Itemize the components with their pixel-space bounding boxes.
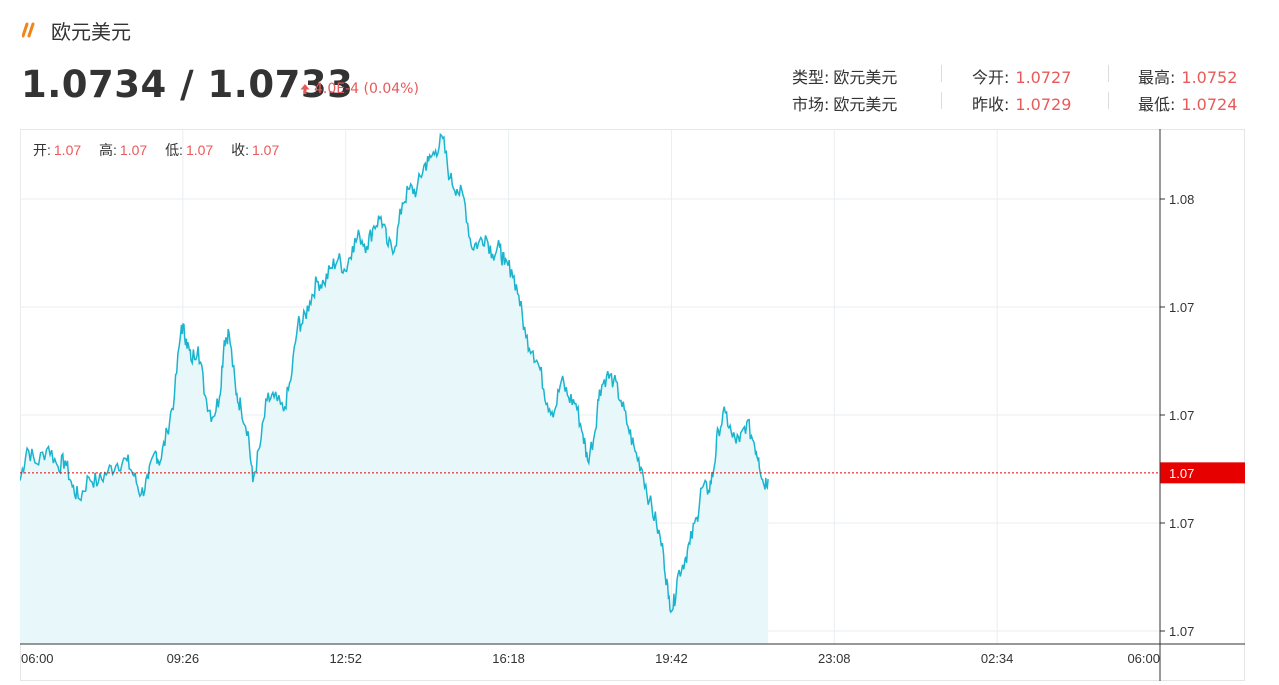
ohlc-open-label: 开: xyxy=(33,142,51,158)
stat-high-value: 1.0752 xyxy=(1181,68,1238,87)
x-tick-label: 16:18 xyxy=(492,651,525,666)
x-tick-label: 19:42 xyxy=(655,651,688,666)
x-tick-label: 12:52 xyxy=(329,651,362,666)
x-axis-ticks: 06:00 09:26 12:52 16:18 19:42 23:08 02:34 06:00 xyxy=(21,651,1160,666)
current-price-tag-label: 1.07 xyxy=(1169,466,1194,481)
bid-ask-price: 1.0734 / 1.0733 xyxy=(21,63,354,106)
stat-low: 最低: 1.0724 xyxy=(1138,91,1237,115)
stat-high: 最高: 1.0752 xyxy=(1138,64,1237,88)
stat-divider xyxy=(941,65,942,82)
stat-open: 今开: 1.0727 xyxy=(972,64,1071,88)
y-tick-label: 1.07 xyxy=(1169,300,1194,315)
ohlc-open-value: 1.07 xyxy=(54,142,81,158)
ohlc-legend: 开: 1.07 高: 1.07 低: 1.07 收: 1.07 xyxy=(33,142,279,158)
y-axis-ticks: 1.08 1.07 1.07 1.07 1.07 xyxy=(1160,192,1194,639)
y-tick-label: 1.08 xyxy=(1169,192,1194,207)
stat-prev-close: 昨收: 1.0729 xyxy=(972,91,1071,115)
stat-market: 市场: 欧元美元 xyxy=(792,91,897,115)
stat-type-value: 欧元美元 xyxy=(833,68,898,87)
price-line[interactable] xyxy=(19,132,769,614)
stat-low-value: 1.0724 xyxy=(1181,95,1238,114)
stat-open-label: 今开: xyxy=(972,68,1010,87)
stat-market-value: 欧元美元 xyxy=(833,95,898,114)
stat-prev-close-label: 昨收: xyxy=(972,95,1010,114)
current-price-tag-bg xyxy=(1160,462,1245,484)
ohlc-high-value: 1.07 xyxy=(120,142,147,158)
current-price-tag: 1.07 xyxy=(1160,462,1245,484)
price-change: 4.0E-4 (0.04%) xyxy=(300,81,419,97)
y-tick-label: 1.07 xyxy=(1169,516,1194,531)
ohlc-close-value: 1.07 xyxy=(252,142,279,158)
x-tick-label: 09:26 xyxy=(167,651,200,666)
y-tick-label: 1.07 xyxy=(1169,408,1194,423)
stat-high-label: 最高: xyxy=(1138,68,1176,87)
stat-divider xyxy=(941,92,942,109)
stat-prev-close-value: 1.0729 xyxy=(1015,95,1072,114)
ohlc-low-value: 1.07 xyxy=(186,142,213,158)
price-change-value: 4.0E-4 (0.04%) xyxy=(314,81,419,97)
stat-market-label: 市场: xyxy=(792,95,830,114)
x-tick-label: 06:00 xyxy=(1127,651,1160,666)
stat-type: 类型: 欧元美元 xyxy=(792,64,897,88)
price-area-fill xyxy=(20,134,769,644)
brand-slash-icon xyxy=(22,22,35,38)
x-tick-label: 02:34 xyxy=(981,651,1014,666)
up-arrow-icon xyxy=(300,84,310,94)
page-title: 欧元美元 xyxy=(51,20,131,44)
stat-type-label: 类型: xyxy=(792,68,830,87)
stat-divider xyxy=(1108,92,1109,109)
ohlc-high-label: 高: xyxy=(99,142,117,158)
ohlc-low-label: 低: xyxy=(165,142,183,158)
y-tick-label: 1.07 xyxy=(1169,624,1194,639)
ohlc-close-label: 收: xyxy=(231,142,249,158)
stat-divider xyxy=(1108,65,1109,82)
stat-low-label: 最低: xyxy=(1138,95,1176,114)
stat-open-value: 1.0727 xyxy=(1015,68,1072,87)
x-tick-label: 23:08 xyxy=(818,651,851,666)
chart-canvas[interactable]: 1.07 1.08 1.07 1.07 1.07 1.07 06:00 09:26 12:5… xyxy=(19,129,1245,681)
price-chart[interactable]: 1.07 1.08 1.07 1.07 1.07 1.07 06:00 09:26 12:5… xyxy=(19,129,1245,681)
x-tick-label: 06:00 xyxy=(21,651,54,666)
